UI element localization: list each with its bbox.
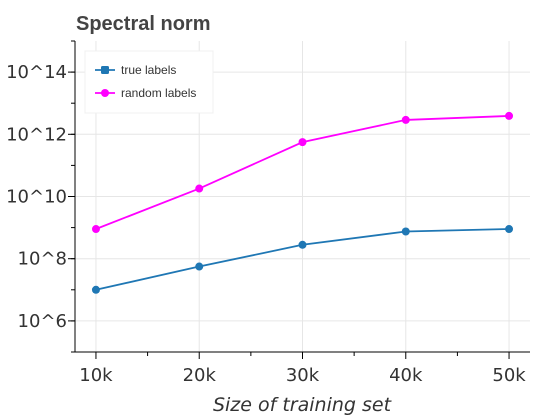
legend-box	[84, 50, 214, 114]
legend-label: true labels	[121, 63, 176, 77]
x-tick-label: 10k	[79, 365, 113, 386]
x-tick-label: 20k	[183, 365, 217, 386]
legend-label: random labels	[121, 86, 196, 100]
data-point	[401, 227, 410, 236]
legend: true labels random labels	[84, 50, 214, 114]
data-point	[298, 138, 307, 147]
x-tick-label: 30k	[286, 365, 320, 386]
series-points	[91, 111, 514, 294]
y-tick-label: 10^10	[6, 187, 67, 208]
data-point	[91, 285, 100, 294]
data-point	[195, 262, 204, 271]
data-point	[298, 240, 307, 249]
legend-swatch-marker	[101, 66, 109, 74]
x-axis-label: Size of training set	[213, 394, 393, 416]
legend-swatch-marker	[101, 89, 109, 97]
data-point	[401, 115, 410, 124]
x-tick-label: 50k	[492, 365, 526, 386]
y-tick-label: 10^12	[6, 124, 67, 145]
y-tick-label: 10^8	[18, 249, 67, 270]
data-point	[91, 225, 100, 234]
y-tick-label: 10^14	[6, 62, 67, 83]
data-point	[505, 111, 514, 120]
axes: 10^6 10^8 10^10 10^12 10^14 10k 20k 30k 40k 50k	[6, 40, 530, 386]
chart-title: Spectral norm	[76, 13, 210, 35]
data-point	[505, 225, 514, 234]
x-tick-label: 40k	[389, 365, 423, 386]
y-tick-label: 10^6	[18, 311, 67, 332]
grid	[75, 41, 530, 352]
data-point	[195, 184, 204, 193]
